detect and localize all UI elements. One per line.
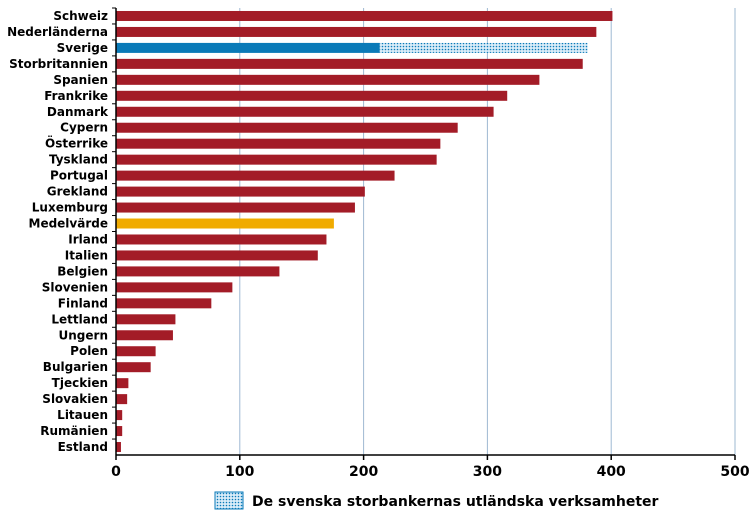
bar-grekland [116,186,365,197]
x-tick-labels: 0 100 200 300 400 500 [111,464,750,480]
bar-storbritannien [116,58,583,69]
bar-sverige [116,42,380,53]
bar-cypern [116,122,458,133]
category-label-rum-nien: Rumänien [40,424,108,438]
bar-schweiz [116,10,613,21]
category-label-ungern: Ungern [59,328,108,342]
category-label-finland: Finland [58,296,108,310]
category-label-grekland: Grekland [47,185,108,199]
category-label-schweiz: Schweiz [53,9,108,23]
bar-danmark [116,106,494,117]
bar-italien [116,250,318,261]
category-label-luxemburg: Luxemburg [32,201,108,215]
category-label-spanien: Spanien [53,73,108,87]
x-tick-label-100: 100 [225,464,254,480]
bar-ungern [116,330,173,341]
category-label-frankrike: Frankrike [44,89,108,103]
category-label-slovakien: Slovakien [42,392,108,406]
bar-luxemburg [116,202,355,213]
category-label-bulgarien: Bulgarien [43,360,108,374]
x-tick-label-300: 300 [473,464,502,480]
bar-polen [116,346,156,357]
bar-nederl-nderna [116,26,597,37]
legend-label: De svenska storbankernas utländska verks… [252,494,659,510]
category-label-storbritannien: Storbritannien [9,57,108,71]
x-tick-label-400: 400 [597,464,626,480]
category-label-nederl-nderna: Nederländerna [7,25,108,39]
category-label-estland: Estland [58,440,108,454]
category-label-italien: Italien [65,248,108,262]
bar-spanien [116,74,540,85]
bar-lettland [116,314,176,325]
bar-extension-sverige [379,42,588,53]
category-label-litauen: Litauen [57,408,108,422]
x-tick-label-0: 0 [111,464,121,480]
bar-irland [116,234,327,245]
category-label-belgien: Belgien [57,264,108,278]
bar-estland [116,442,121,453]
bar-medelv-rde [116,218,334,229]
category-label-tyskland: Tyskland [49,153,108,167]
category-label-slovenien: Slovenien [42,280,108,294]
bar-rum-nien [116,426,123,437]
bar-bulgarien [116,362,151,373]
bar-belgien [116,266,280,277]
x-tick-label-200: 200 [349,464,378,480]
category-label-polen: Polen [70,344,108,358]
category-label-cypern: Cypern [60,121,108,135]
bar-tjeckien [116,378,129,389]
bar-portugal [116,170,395,181]
bar-litauen [116,410,123,421]
category-label-irland: Irland [68,232,108,246]
category-label-portugal: Portugal [50,169,108,183]
bar-slovenien [116,282,233,293]
bar--sterrike [116,138,441,149]
category-label-tjeckien: Tjeckien [52,376,108,390]
category-label--sterrike: Österrike [45,136,108,151]
bar-finland [116,298,212,309]
category-label-sverige: Sverige [57,41,108,55]
category-labels: Schweiz Nederländerna Sverige Storbritannie… [7,9,109,454]
bar-tyskland [116,154,437,165]
legend-swatch [214,491,244,510]
bars [116,10,613,453]
axes [112,7,736,460]
category-label-danmark: Danmark [47,105,109,119]
legend: De svenska storbankernas utländska verks… [214,491,659,510]
category-label-lettland: Lettland [51,312,108,326]
category-label-medelv-rde: Medelvärde [29,217,109,231]
bar-slovakien [116,394,128,405]
bar-frankrike [116,90,508,101]
x-tick-label-500: 500 [720,464,749,480]
